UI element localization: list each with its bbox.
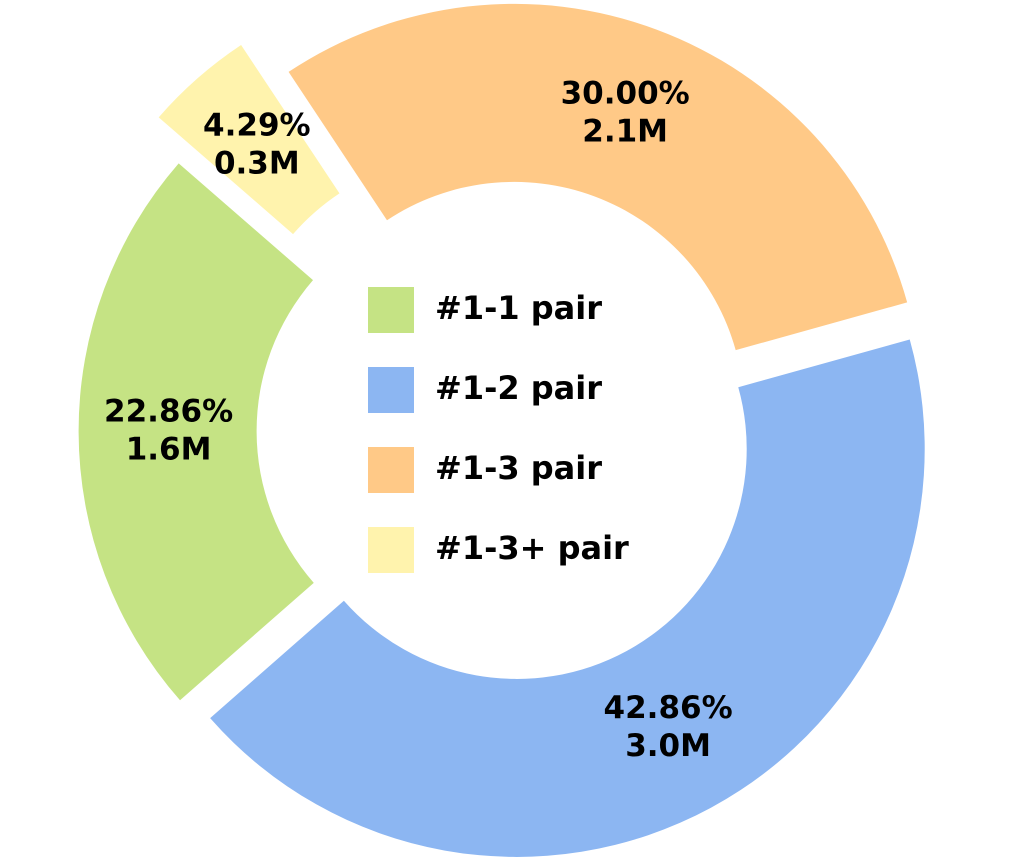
value-label: 4.29% bbox=[203, 108, 311, 144]
legend-label: #1-2 pair bbox=[435, 369, 602, 407]
legend-swatch bbox=[368, 527, 414, 573]
donut-slice bbox=[158, 45, 340, 235]
value-label: 30.00% bbox=[561, 75, 690, 111]
count-label: 0.3M bbox=[214, 146, 300, 182]
count-label: 1.6M bbox=[126, 431, 212, 467]
legend-label: #1-1 pair bbox=[435, 289, 602, 327]
legend-swatch bbox=[368, 287, 414, 333]
legend-swatch bbox=[368, 447, 414, 493]
count-label: 3.0M bbox=[625, 728, 711, 764]
donut-slice bbox=[210, 339, 925, 857]
donut-slice bbox=[78, 163, 314, 701]
value-label: 22.86% bbox=[104, 393, 233, 429]
legend-swatch bbox=[368, 367, 414, 413]
legend-label: #1-3+ pair bbox=[435, 529, 629, 567]
legend-label: #1-3 pair bbox=[435, 449, 602, 487]
count-label: 2.1M bbox=[582, 113, 668, 149]
value-label: 42.86% bbox=[604, 690, 733, 726]
donut-slice bbox=[288, 3, 908, 351]
